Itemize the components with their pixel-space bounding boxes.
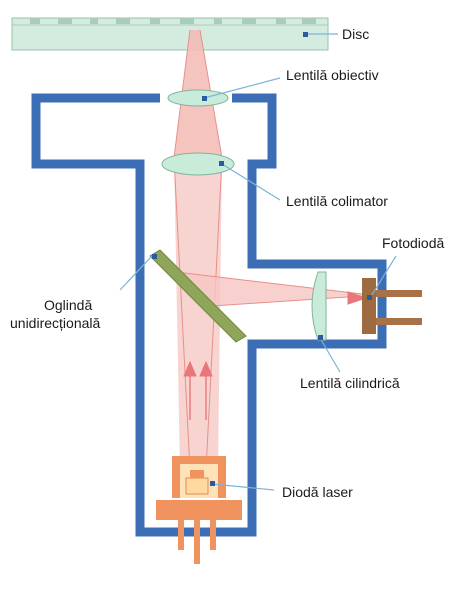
label-mirror-line2: unidirecțională: [10, 315, 100, 331]
label-objective-lens: Lentilă obiectiv: [286, 67, 379, 83]
label-cylindrical-lens: Lentilă cilindrică: [300, 375, 400, 391]
disc: [12, 18, 328, 50]
photodiode: [362, 278, 422, 334]
label-disc: Disc: [342, 26, 369, 42]
laser-diode: [156, 456, 242, 564]
label-laser-diode: Diodă laser: [282, 484, 353, 500]
label-collimator-lens: Lentilă colimator: [286, 193, 388, 209]
label-mirror-line1: Oglindă: [44, 297, 92, 313]
objective-lens: [168, 90, 228, 106]
cylindrical-lens: [312, 272, 326, 340]
label-photodiode: Fotodiodă: [382, 235, 444, 251]
